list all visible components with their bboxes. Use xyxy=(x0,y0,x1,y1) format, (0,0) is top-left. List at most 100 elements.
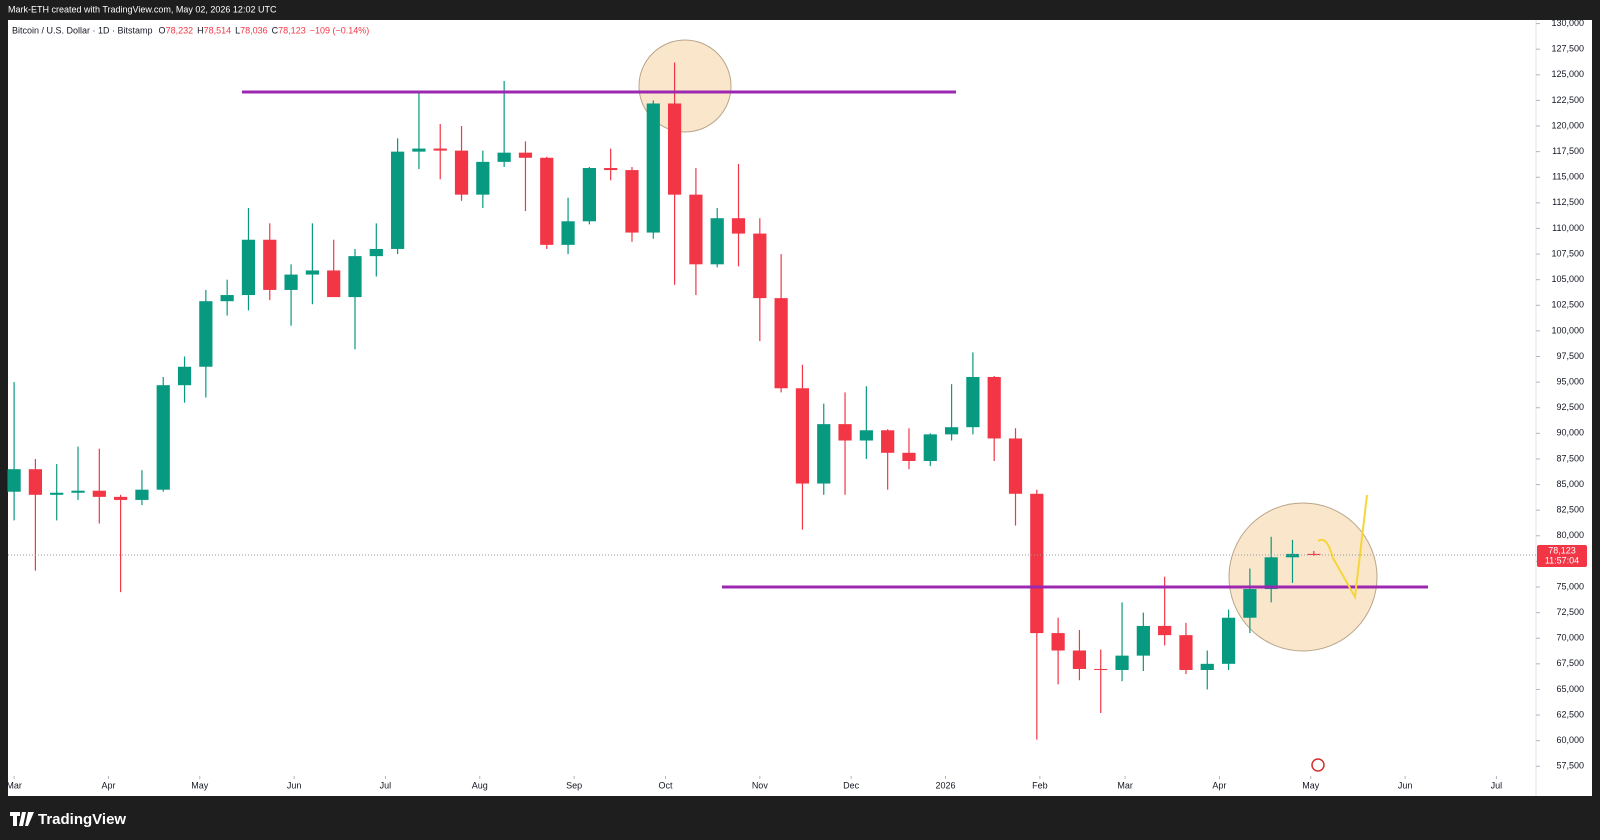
legend-value: 78,036 xyxy=(240,25,268,35)
price-tag xyxy=(1537,545,1587,568)
candle-body xyxy=(348,256,362,298)
candle-body xyxy=(1136,625,1150,656)
x-tick-label: 2026 xyxy=(935,780,955,790)
y-tick-label: 125,000 xyxy=(1551,69,1584,79)
y-tick-label: 120,000 xyxy=(1551,120,1584,130)
y-tick-label: 110,000 xyxy=(1552,223,1584,233)
y-tick-label: 62,500 xyxy=(1556,709,1584,719)
legend-key: C xyxy=(272,25,279,35)
legend-value: 78,232 xyxy=(166,25,194,35)
x-tick-label: Feb xyxy=(1032,780,1048,790)
candle-body xyxy=(1243,589,1257,618)
y-tick-label: 85,000 xyxy=(1556,479,1584,489)
candle-body xyxy=(689,194,703,265)
legend-key: L xyxy=(235,25,240,35)
y-tick-label: 90,000 xyxy=(1556,428,1584,438)
candle-body xyxy=(604,168,618,171)
candle-body xyxy=(391,151,405,249)
legend-key: H xyxy=(197,25,204,35)
candle-body xyxy=(241,239,256,296)
x-tick-label: Oct xyxy=(658,780,673,790)
y-tick-label: 80,000 xyxy=(1556,530,1584,540)
x-tick-label: Mar xyxy=(1117,780,1133,790)
legend-change: −109 (−0.14%) xyxy=(310,25,370,35)
event-icon xyxy=(1311,758,1325,772)
candle-body xyxy=(753,233,767,299)
candle-body xyxy=(327,270,341,298)
candle-body xyxy=(1264,557,1278,590)
candle-body xyxy=(433,148,447,151)
price-tag-price: 78,123 xyxy=(1548,545,1576,555)
y-tick-label: 102,500 xyxy=(1551,300,1584,310)
highlight-circle xyxy=(638,39,732,133)
candle-body xyxy=(263,239,277,290)
candle-body xyxy=(497,152,511,162)
candle-body xyxy=(50,492,64,495)
candle-body xyxy=(369,248,383,257)
y-tick-label: 70,000 xyxy=(1556,633,1584,643)
y-tick-label: 127,500 xyxy=(1551,44,1584,54)
candle-body xyxy=(1115,655,1129,670)
highlight-circle xyxy=(1228,502,1378,652)
candle-body xyxy=(795,388,810,484)
x-tick-label: Mar xyxy=(6,780,22,790)
y-tick-label: 122,500 xyxy=(1551,95,1584,105)
attribution: Mark-ETH created with TradingView.com, M… xyxy=(8,4,277,14)
candle-body xyxy=(774,298,788,389)
candle-body xyxy=(646,103,660,233)
candle-body xyxy=(561,221,575,245)
candle-body xyxy=(1094,668,1108,670)
candle-body xyxy=(7,469,21,492)
candle-body xyxy=(817,424,831,484)
y-tick-label: 57,500 xyxy=(1556,761,1584,771)
x-tick-label: Dec xyxy=(843,780,860,790)
y-tick-label: 105,000 xyxy=(1551,274,1584,284)
y-tick-label: 100,000 xyxy=(1551,325,1584,335)
candle-body xyxy=(582,168,596,222)
candle-body xyxy=(710,218,724,265)
x-tick-label: Jul xyxy=(1491,780,1503,790)
y-tick-label: 97,500 xyxy=(1556,351,1584,361)
legend-value: 78,514 xyxy=(204,25,232,35)
x-tick-label: Nov xyxy=(752,780,769,790)
brand-logo xyxy=(10,812,34,826)
candle-body xyxy=(220,295,234,302)
candle-body xyxy=(1200,663,1214,670)
candle-body xyxy=(1221,617,1236,664)
y-tick-label: 107,500 xyxy=(1551,248,1584,258)
x-tick-label: May xyxy=(1302,780,1320,790)
candle-body xyxy=(1008,438,1023,494)
candle-body xyxy=(902,452,916,461)
legend-value: 78,123 xyxy=(278,25,306,35)
price-tag-countdown: 11:57:04 xyxy=(1545,555,1579,565)
candle-body xyxy=(28,469,42,495)
y-tick-label: 72,500 xyxy=(1556,607,1584,617)
candle-body xyxy=(476,161,490,195)
x-tick-label: Jun xyxy=(1398,780,1413,790)
candle-body xyxy=(71,490,85,493)
candle-body xyxy=(923,434,937,461)
candle-body xyxy=(987,377,1001,439)
y-tick-label: 75,000 xyxy=(1556,581,1584,591)
candle-body xyxy=(454,150,469,195)
candle-body xyxy=(667,103,682,195)
y-tick-label: 130,000 xyxy=(1551,18,1584,28)
candle-body xyxy=(540,157,554,245)
candle-body xyxy=(92,490,106,497)
brand: TradingView xyxy=(38,811,126,828)
y-tick-label: 95,000 xyxy=(1556,376,1584,386)
candle-body xyxy=(1072,650,1087,669)
candle-body xyxy=(1285,553,1300,558)
y-tick-label: 117,500 xyxy=(1552,146,1584,156)
candle-body xyxy=(859,430,873,441)
x-tick-label: Jun xyxy=(287,780,302,790)
candle-body xyxy=(305,270,319,275)
candle-body xyxy=(838,424,852,441)
candle-body xyxy=(625,170,639,233)
symbol: Bitcoin / U.S. Dollar · 1D · Bitstamp xyxy=(12,25,153,35)
candle-body xyxy=(731,218,746,234)
y-tick-label: 65,000 xyxy=(1556,684,1584,694)
candle-body xyxy=(944,427,959,435)
